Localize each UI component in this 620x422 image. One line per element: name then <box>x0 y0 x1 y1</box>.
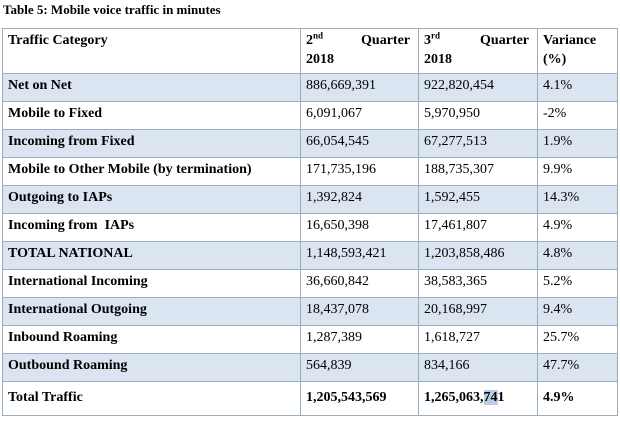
col-header-traffic-category: Traffic Category <box>2 27 301 74</box>
q2-value-cell: 66,054,545 <box>300 128 419 158</box>
variance-cell: 5.2% <box>537 268 618 298</box>
table-row: Outgoing to IAPs 1,392,824 1,592,455 14.… <box>2 184 618 214</box>
q3-header-line1: 3rd Quarter <box>424 30 529 48</box>
variance-cell: 47.7% <box>537 352 618 382</box>
category-cell: Total Traffic <box>2 380 301 416</box>
variance-cell: 4.9% <box>537 212 618 242</box>
q3-value-cell: 834,166 <box>418 352 538 382</box>
q2-value-cell: 6,091,067 <box>300 100 419 130</box>
q3-value-cell: 1,265,063,741 <box>418 380 538 416</box>
q2-value-cell: 1,287,389 <box>300 324 419 354</box>
q2-value-cell: 16,650,398 <box>300 212 419 242</box>
table-row: Mobile to Fixed 6,091,067 5,970,950 -2% <box>2 100 618 130</box>
q2-value-cell: 1,392,824 <box>300 184 419 214</box>
q3-value-cell: 20,168,997 <box>418 296 538 326</box>
table-caption: Table 5: Mobile voice traffic in minutes <box>3 2 221 17</box>
q2-value-cell: 171,735,196 <box>300 156 419 186</box>
table-row: Outbound Roaming 564,839 834,166 47.7% <box>2 352 618 382</box>
ordinal-superscript: nd <box>313 30 324 41</box>
category-cell: TOTAL NATIONAL <box>2 240 301 270</box>
variance-cell: -2% <box>537 100 618 130</box>
variance-cell: 4.9% <box>537 380 618 416</box>
q3-value-cell: 5,970,950 <box>418 100 538 130</box>
q3-value-cell: 17,461,807 <box>418 212 538 242</box>
q3-value-cell: 922,820,454 <box>418 72 538 102</box>
variance-cell: 1.9% <box>537 128 618 158</box>
ordinal-superscript: rd <box>431 30 440 41</box>
col-header-q3-2018: 3rd Quarter 2018 <box>418 27 538 74</box>
q3-header-line2: 2018 <box>424 51 452 67</box>
table-row: International Incoming 36,660,842 38,583… <box>2 268 618 298</box>
q3-value-cell: 1,592,455 <box>418 184 538 214</box>
q2-header-line1: 2nd Quarter <box>306 30 410 48</box>
variance-cell: 25.7% <box>537 324 618 354</box>
q3-value-cell: 1,618,727 <box>418 324 538 354</box>
q2-header-line2: 2018 <box>306 51 334 67</box>
total-traffic-row: Total Traffic 1,205,543,569 1,265,063,74… <box>2 380 618 416</box>
q3-value-cell: 38,583,365 <box>418 268 538 298</box>
q3-value-cell: 1,203,858,486 <box>418 240 538 270</box>
category-cell: Mobile to Fixed <box>2 100 301 130</box>
category-cell: International Outgoing <box>2 296 301 326</box>
category-cell: Outbound Roaming <box>2 352 301 382</box>
category-cell: Incoming from Fixed <box>2 128 301 158</box>
variance-cell: 9.9% <box>537 156 618 186</box>
col-header-q2-2018: 2nd Quarter 2018 <box>300 27 419 74</box>
table-row: TOTAL NATIONAL 1,148,593,421 1,203,858,4… <box>2 240 618 270</box>
q2-value-cell: 564,839 <box>300 352 419 382</box>
mobile-voice-traffic-table: Traffic Category 2nd Quarter 2018 3rd Qu… <box>2 27 618 416</box>
table-row: Mobile to Other Mobile (by termination) … <box>2 156 618 186</box>
table-row: International Outgoing 18,437,078 20,168… <box>2 296 618 326</box>
category-cell: Outgoing to IAPs <box>2 184 301 214</box>
category-cell: Mobile to Other Mobile (by termination) <box>2 156 301 186</box>
q2-value-cell: 36,660,842 <box>300 268 419 298</box>
q2-value-cell: 886,669,391 <box>300 72 419 102</box>
category-cell: International Incoming <box>2 268 301 298</box>
q3-value-cell: 188,735,307 <box>418 156 538 186</box>
highlighted-text: 74 <box>483 389 498 405</box>
table-row: Inbound Roaming 1,287,389 1,618,727 25.7… <box>2 324 618 354</box>
header-row: Traffic Category 2nd Quarter 2018 3rd Qu… <box>2 27 618 74</box>
variance-cell: 4.8% <box>537 240 618 270</box>
q3-value-cell: 67,277,513 <box>418 128 538 158</box>
col-header-variance: Variance (%) <box>537 27 618 74</box>
q2-value-cell: 1,148,593,421 <box>300 240 419 270</box>
category-cell: Incoming from IAPs <box>2 212 301 242</box>
q2-value-cell: 1,205,543,569 <box>300 380 419 416</box>
variance-cell: 14.3% <box>537 184 618 214</box>
variance-cell: 4.1% <box>537 72 618 102</box>
q2-value-cell: 18,437,078 <box>300 296 419 326</box>
category-cell: Net on Net <box>2 72 301 102</box>
table-row: Incoming from Fixed 66,054,545 67,277,51… <box>2 128 618 158</box>
category-cell: Inbound Roaming <box>2 324 301 354</box>
variance-cell: 9.4% <box>537 296 618 326</box>
table-row: Incoming from IAPs 16,650,398 17,461,807… <box>2 212 618 242</box>
table-row: Net on Net 886,669,391 922,820,454 4.1% <box>2 72 618 102</box>
